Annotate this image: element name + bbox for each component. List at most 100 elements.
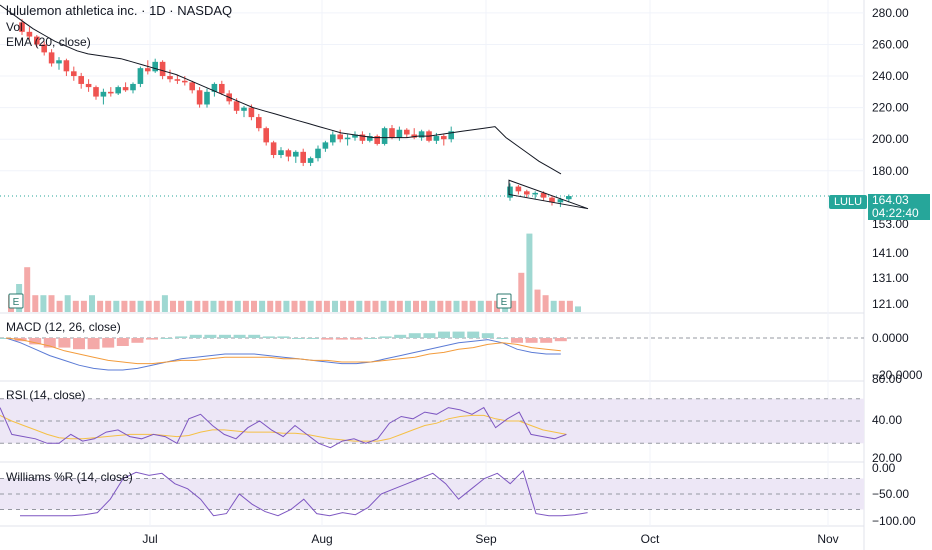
macd-histogram-bar bbox=[335, 338, 348, 340]
candle-body bbox=[130, 83, 136, 91]
rsi-legend: RSI (14, close) bbox=[6, 388, 86, 402]
x-axis-label: Sep bbox=[475, 532, 497, 546]
candle-body bbox=[233, 101, 240, 111]
candle-body bbox=[263, 128, 269, 143]
volume-bar bbox=[510, 300, 517, 312]
candle-body bbox=[359, 134, 366, 141]
macd-histogram-bar bbox=[116, 338, 129, 346]
volume-bar bbox=[283, 300, 290, 312]
volume-bar bbox=[469, 300, 476, 312]
ticker-badge: LULU bbox=[829, 195, 867, 209]
ema-line bbox=[0, 4, 562, 175]
volume-bar bbox=[259, 300, 266, 312]
candle-body bbox=[122, 87, 129, 91]
macd-histogram-bar bbox=[306, 338, 319, 339]
volume-bar bbox=[348, 300, 355, 312]
volume-bar bbox=[170, 300, 176, 312]
macd-histogram-bar bbox=[321, 338, 334, 340]
candle-body bbox=[344, 137, 351, 140]
candle-body bbox=[71, 71, 77, 77]
macd-histogram-bar bbox=[481, 333, 494, 338]
macd-histogram-bar bbox=[423, 333, 436, 338]
volume-bar bbox=[558, 300, 565, 312]
volume-bar bbox=[121, 300, 128, 312]
volume-bar bbox=[210, 300, 217, 312]
x-axis-label: Oct bbox=[641, 532, 660, 546]
candle-body bbox=[189, 82, 195, 91]
macd-histogram-bar bbox=[87, 338, 100, 350]
volume-bar bbox=[421, 300, 428, 312]
macd-histogram-bar bbox=[160, 338, 173, 339]
volume-bar bbox=[340, 300, 347, 312]
macd-histogram-bar bbox=[189, 334, 202, 338]
volume-bar bbox=[518, 272, 525, 312]
last-price-tag: 164.03 04:22:40 bbox=[868, 194, 930, 220]
candle-body bbox=[507, 186, 513, 198]
macd-histogram-bar bbox=[131, 338, 144, 343]
volume-bar bbox=[56, 300, 63, 312]
bar-countdown: 04:22:40 bbox=[872, 206, 919, 220]
volume-bar bbox=[461, 300, 468, 312]
rsi-line bbox=[0, 406, 567, 449]
candle-body bbox=[78, 76, 84, 84]
volume-bar bbox=[575, 306, 581, 312]
macd-histogram-bar bbox=[408, 333, 421, 338]
macd-histogram-bar bbox=[43, 338, 56, 348]
volume-bar bbox=[453, 300, 460, 312]
macd-histogram-bar bbox=[525, 338, 538, 343]
candle-body bbox=[337, 134, 343, 140]
wr-axis-tick: 0.00 bbox=[872, 461, 896, 475]
macd-histogram-bar bbox=[365, 338, 377, 339]
macd-histogram-bar bbox=[204, 334, 217, 338]
candle-body bbox=[524, 191, 530, 195]
candle-body bbox=[19, 22, 25, 32]
x-axis-label: Nov bbox=[817, 532, 838, 546]
volume-bar bbox=[113, 300, 120, 312]
candle-body bbox=[448, 131, 454, 140]
volume-bar bbox=[550, 300, 557, 312]
candle-body bbox=[152, 61, 158, 72]
candle-body bbox=[404, 129, 410, 135]
macd-axis-tick: 0.0000 bbox=[872, 331, 909, 345]
volume-bar bbox=[32, 295, 39, 312]
candles bbox=[19, 19, 572, 208]
candle-body bbox=[85, 83, 92, 88]
candle-body bbox=[515, 186, 522, 192]
volume-bar bbox=[299, 300, 306, 312]
volume-bar bbox=[194, 300, 201, 312]
candle-body bbox=[174, 79, 181, 81]
candle-body bbox=[270, 142, 277, 155]
candle-body bbox=[285, 150, 292, 157]
earnings-marker bbox=[496, 293, 512, 309]
macd-axis-tick: −20.0000 bbox=[872, 368, 923, 382]
volume-bar bbox=[129, 300, 136, 312]
volume-bar bbox=[307, 300, 314, 312]
candle-body bbox=[322, 142, 329, 149]
macd-histogram-bar bbox=[146, 338, 158, 340]
price-axis-tick: 180.00 bbox=[872, 164, 909, 178]
candle-body bbox=[26, 31, 33, 37]
macd-histogram-bar bbox=[350, 338, 363, 340]
price-axis-tick: 141.00 bbox=[872, 246, 909, 260]
candle-body bbox=[115, 87, 121, 94]
candle-body bbox=[418, 131, 425, 138]
candle-body bbox=[241, 107, 247, 111]
price-axis-tick: 260.00 bbox=[872, 37, 909, 51]
price-axis-tick: 280.00 bbox=[872, 6, 909, 20]
candle-body bbox=[63, 60, 70, 72]
volume-bar bbox=[566, 300, 573, 312]
candle-body bbox=[100, 91, 107, 97]
candle-body bbox=[566, 196, 572, 200]
volume-bar bbox=[396, 300, 403, 312]
macd-line bbox=[5, 337, 561, 371]
macd-histogram-bar bbox=[73, 338, 85, 350]
earnings-marker bbox=[8, 293, 24, 309]
candle-body bbox=[41, 44, 47, 53]
volume-bar bbox=[364, 300, 371, 312]
candle-body bbox=[211, 83, 218, 92]
volume-bars bbox=[8, 233, 581, 312]
volume-bar bbox=[404, 300, 411, 312]
price-axis-tick: 153.00 bbox=[872, 217, 909, 231]
x-axis-label: Aug bbox=[311, 532, 332, 546]
